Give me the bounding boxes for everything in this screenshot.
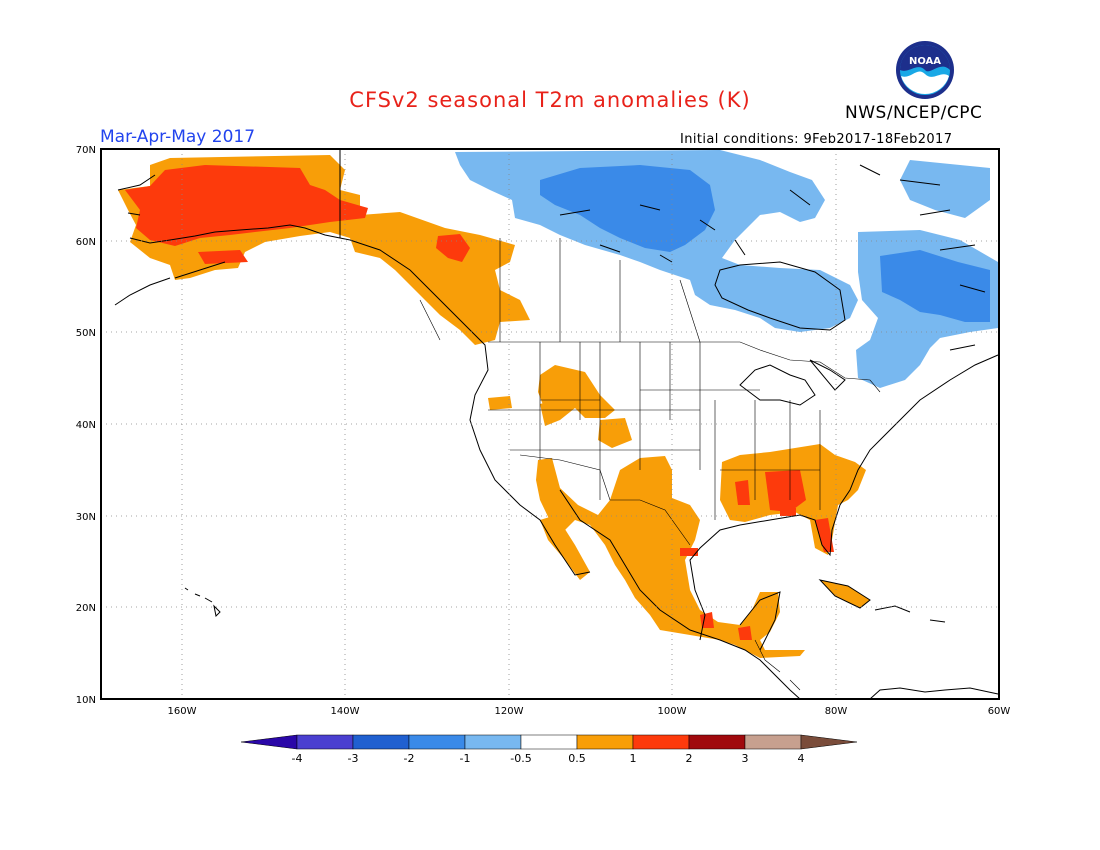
coastline-cuba <box>818 579 946 623</box>
lat-label-70n: 70N <box>76 145 96 156</box>
anomaly-patch-alaska-red-2 <box>198 250 248 264</box>
colorbar-label: 1 <box>630 752 637 765</box>
border-central-america <box>754 639 801 691</box>
colorbar-box <box>744 734 802 750</box>
coastline-south-america <box>869 687 999 699</box>
anomaly-patch-rockies <box>538 365 615 420</box>
noaa-logo-icon: NOAA <box>896 41 954 99</box>
anomaly-patch-rockies-2 <box>598 418 632 448</box>
latitude-labels: 70N 60N 50N 40N 30N 20N 10N <box>76 145 96 706</box>
anomaly-patch-southeast-red-2 <box>765 470 806 512</box>
coastlines <box>114 150 999 699</box>
colorbar-label: -0.5 <box>510 752 531 765</box>
anomaly-patch-baja <box>540 515 590 580</box>
colorbar-label: -4 <box>292 752 303 765</box>
anomaly-patch-quebec-cool-2 <box>880 250 990 322</box>
colorbar-label: -1 <box>460 752 471 765</box>
lon-label-100w: 100W <box>658 706 687 717</box>
lat-label-40n: 40N <box>76 420 96 431</box>
anomaly-patch-southwest-mexico <box>536 456 805 658</box>
anomaly-patch-nevada <box>540 400 560 426</box>
graticule <box>101 149 999 699</box>
colorbar-box <box>464 734 522 750</box>
anomaly-patch-gulf-red <box>780 508 796 516</box>
colorbar-label: 3 <box>742 752 749 765</box>
coastline-gulf <box>689 354 999 641</box>
border-canada-provinces <box>419 238 701 343</box>
coastline-great-lakes <box>739 359 846 406</box>
anomaly-patch-canada-cool-2 <box>540 165 715 252</box>
anomaly-patch-alaska-red <box>125 165 368 246</box>
anomaly-patch-yucatan-red <box>738 626 752 640</box>
lat-label-60n: 60N <box>76 237 96 248</box>
coastline-mexico-west <box>559 489 801 699</box>
border-us-canada <box>488 341 881 393</box>
coastline-hawaii <box>184 587 221 618</box>
lon-label-60w: 60W <box>988 706 1011 717</box>
coastline-aleutians <box>114 261 226 306</box>
lat-label-50n: 50N <box>76 328 96 339</box>
colorbar-label: 2 <box>686 752 693 765</box>
anomaly-patch-idaho <box>488 396 512 410</box>
forecast-period: Mar-Apr-May 2017 <box>100 127 256 147</box>
colorbar-label: -2 <box>404 752 415 765</box>
anomaly-patch-texas-red <box>680 548 698 556</box>
coastline-yucatan <box>739 591 781 651</box>
coastline-alaska <box>117 150 591 576</box>
colorbar-box <box>408 734 466 750</box>
lat-label-30n: 30N <box>76 512 96 523</box>
colorbar-label: -3 <box>348 752 359 765</box>
colorbar-box <box>352 734 410 750</box>
anomaly-patch-southeast-red <box>735 480 750 505</box>
coastline-hudson <box>714 261 846 331</box>
map-title: CFSv2 seasonal T2m anomalies (K) <box>349 88 751 112</box>
colorbar-arrow-high <box>800 734 858 750</box>
coastline-arctic-islands <box>559 164 986 351</box>
colorbar-box <box>296 734 354 750</box>
border-us-mexico <box>519 454 691 546</box>
anomaly-shading <box>118 150 998 658</box>
anomaly-patch-greenland-cool <box>900 160 990 218</box>
lat-label-10n: 10N <box>76 695 96 706</box>
anomaly-patch-florida-red <box>815 518 834 552</box>
lon-label-80w: 80W <box>825 706 848 717</box>
political-borders <box>419 238 881 691</box>
initial-conditions: Initial conditions: 9Feb2017-18Feb2017 <box>680 132 953 147</box>
colorbar-label: 4 <box>798 752 805 765</box>
lon-label-140w: 140W <box>331 706 360 717</box>
colorbar-label: 0.5 <box>568 752 586 765</box>
colorbar: -4 -3 -2 -1 -0.5 0.5 1 2 3 4 <box>240 734 858 765</box>
colorbar-box <box>688 734 746 750</box>
colorbar-box <box>632 734 690 750</box>
anomaly-patch-cuba <box>820 580 870 608</box>
colorbar-box <box>576 734 634 750</box>
logo-text: NOAA <box>909 56 941 67</box>
colorbar-arrow-low <box>240 734 298 750</box>
lon-label-160w: 160W <box>168 706 197 717</box>
lat-label-20n: 20N <box>76 603 96 614</box>
longitude-labels: 160W 140W 120W 100W 80W 60W <box>168 706 1011 717</box>
colorbar-box <box>520 734 578 750</box>
map-frame <box>100 148 1000 700</box>
organization-label: NWS/NCEP/CPC <box>845 103 983 123</box>
border-us-states <box>488 342 821 520</box>
lon-label-120w: 120W <box>495 706 524 717</box>
